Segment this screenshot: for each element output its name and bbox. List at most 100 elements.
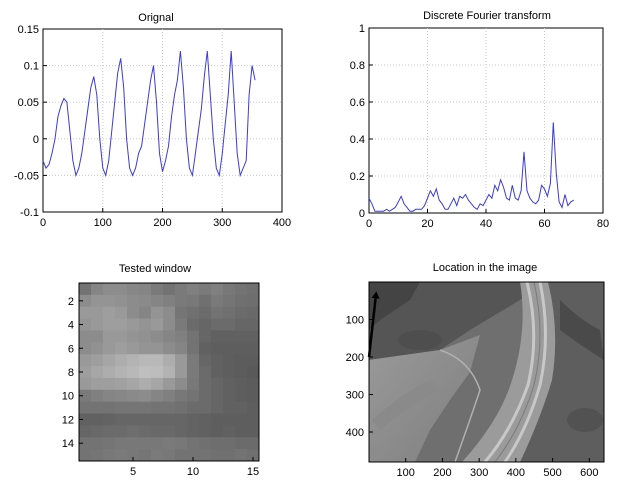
heatmap-cell <box>211 413 224 426</box>
p3-ytick-label: 300 <box>346 390 364 402</box>
heatmap-cell <box>79 330 92 343</box>
heatmap-cell <box>103 342 116 355</box>
heatmap-cell <box>139 318 152 331</box>
heatmap-cell <box>223 354 236 367</box>
heatmap-cell <box>187 389 200 403</box>
heatmap-cell <box>211 425 224 438</box>
heatmap-cell <box>115 413 128 426</box>
p1-xtick-label: 60 <box>538 218 550 230</box>
p2-xtick-label: 5 <box>130 466 136 478</box>
p0-xtick-label: 300 <box>213 217 231 229</box>
heatmap-cell <box>79 306 92 319</box>
heatmap-cell <box>103 377 116 391</box>
heatmap-cell <box>103 294 116 308</box>
p3-xtick-label: 600 <box>580 467 598 479</box>
heatmap-cell <box>163 366 176 379</box>
heatmap-cell <box>163 449 176 462</box>
heatmap-cell <box>199 354 212 367</box>
heatmap-cell <box>79 294 92 308</box>
heatmap-cell <box>187 306 200 319</box>
p1-xtick-label: 40 <box>480 218 492 230</box>
heatmap-cell <box>139 425 152 438</box>
heatmap-cell <box>115 366 128 379</box>
heatmap-cell <box>235 449 248 462</box>
heatmap-cell <box>79 449 92 462</box>
heatmap-cell <box>103 413 116 426</box>
heatmap-cell <box>127 366 140 379</box>
heatmap-cell <box>247 377 260 391</box>
heatmap-cell <box>79 389 92 403</box>
heatmap-cell <box>175 413 188 426</box>
heatmap-cell <box>139 401 152 414</box>
p1-ytick-label: 0 <box>359 208 365 220</box>
heatmap-cell <box>103 318 116 331</box>
heatmap-cell <box>163 377 176 391</box>
heatmap-cell <box>223 330 236 343</box>
heatmap-cell <box>115 330 128 343</box>
heatmap-cell <box>91 294 104 308</box>
heatmap-cell <box>199 283 212 296</box>
heatmap-cell <box>247 389 260 403</box>
heatmap-cell <box>235 401 248 414</box>
heatmap-cell <box>151 294 164 308</box>
heatmap-cell <box>199 330 212 343</box>
heatmap-cell <box>199 437 212 450</box>
heatmap-cell <box>211 389 224 403</box>
heatmap-cell <box>115 283 128 296</box>
heatmap-cell <box>211 330 224 343</box>
heatmap-cell <box>211 294 224 308</box>
heatmap-cell <box>175 330 188 343</box>
p3-ytick-label: 400 <box>346 427 364 439</box>
heatmap-cell <box>247 283 260 296</box>
heatmap-cell <box>79 413 92 426</box>
heatmap-cell <box>187 366 200 379</box>
p0-xtick-label: 100 <box>94 217 112 229</box>
p2-xtick-label: 10 <box>187 466 199 478</box>
panel-dft-ticks: 0 20 40 60 80 0 0.2 0.4 0.6 0.8 1 <box>350 23 609 230</box>
heatmap-cell <box>151 449 164 462</box>
panel-tested-window-heatmap <box>79 283 260 462</box>
heatmap-cell <box>235 318 248 331</box>
p2-ytick-label: 12 <box>62 414 74 426</box>
heatmap-cell <box>139 342 152 355</box>
heatmap-cell <box>247 449 260 462</box>
heatmap-cell <box>139 389 152 403</box>
heatmap-cell <box>187 330 200 343</box>
heatmap-cell <box>223 425 236 438</box>
heatmap-cell <box>199 318 212 331</box>
p0-xtick-label: 400 <box>273 217 291 229</box>
heatmap-cell <box>127 294 140 308</box>
p1-xtick-label: 0 <box>366 218 372 230</box>
panel-location-title: Location in the image <box>433 262 538 274</box>
location-arrow <box>367 298 377 358</box>
heatmap-cell <box>223 413 236 426</box>
heatmap-cell <box>103 283 116 296</box>
heatmap-cell <box>175 294 188 308</box>
heatmap-cell <box>91 449 104 462</box>
heatmap-cell <box>79 318 92 331</box>
heatmap-cell <box>139 366 152 379</box>
heatmap-cell <box>163 389 176 403</box>
heatmap-cell <box>103 425 116 438</box>
heatmap-cell <box>115 306 128 319</box>
p1-ytick-label: 1 <box>359 23 365 35</box>
heatmap-cell <box>235 342 248 355</box>
p0-ytick-label: -0.05 <box>14 170 39 182</box>
p3-ytick-label: 200 <box>346 352 364 364</box>
heatmap-cell <box>91 425 104 438</box>
heatmap-cell <box>211 449 224 462</box>
heatmap-cell <box>91 283 104 296</box>
heatmap-cell <box>79 283 92 296</box>
heatmap-cell <box>103 366 116 379</box>
heatmap-cell <box>151 306 164 319</box>
heatmap-cell <box>211 354 224 367</box>
heatmap-cell <box>91 342 104 355</box>
heatmap-cell <box>211 283 224 296</box>
heatmap-cell <box>151 330 164 343</box>
p1-xtick-label: 80 <box>597 218 609 230</box>
heatmap-cell <box>235 306 248 319</box>
heatmap-cell <box>175 377 188 391</box>
p3-xtick-label: 400 <box>507 467 525 479</box>
heatmap-cell <box>127 389 140 403</box>
